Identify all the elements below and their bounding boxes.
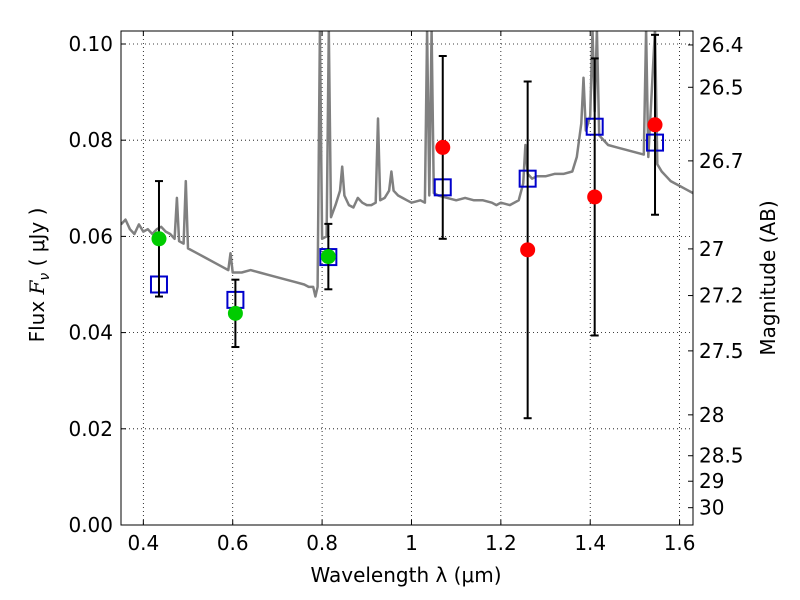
mag-tick-label: 29: [699, 469, 724, 493]
x-axis-label: Wavelength λ (μm): [310, 563, 501, 587]
x-tick-label: 1: [405, 531, 418, 555]
mag-tick-label: 26.4: [699, 33, 744, 57]
observed-flux-point: [587, 189, 603, 205]
x-tick-label: 0.6: [217, 531, 249, 555]
x-tick-label: 0.4: [127, 531, 159, 555]
y2-axis-label: Magnitude (AB): [756, 200, 780, 355]
x-tick-label: 1.2: [485, 531, 517, 555]
mag-tick-label: 30: [699, 496, 724, 520]
y-tick-label: 0.02: [68, 417, 113, 441]
mag-tick-label: 26.7: [699, 149, 744, 173]
mag-tick-label: 26.5: [699, 75, 744, 99]
plot-area: [121, 31, 693, 420]
mag-tick-label: 28: [699, 403, 724, 427]
y-tick-label: 0.04: [68, 321, 113, 345]
observed-flux-point: [520, 242, 536, 258]
plot-frame: [120, 30, 694, 526]
y-tick-label: 0.10: [68, 32, 113, 56]
y-tick-label: 0.06: [68, 224, 113, 248]
observed-flux-point: [320, 249, 336, 265]
mag-tick-label: 27.2: [699, 284, 744, 308]
x-tick-label: 1.4: [574, 531, 606, 555]
mag-tick-label: 27.5: [699, 339, 744, 363]
axis-ticks: 0.4 0.6 0.8 1 1.2 1.4 1.6 0.00 0.02 0.04 0.06 0.08 0…: [68, 31, 744, 555]
observed-flux-point: [647, 117, 663, 133]
observed-flux-point: [435, 139, 451, 155]
observed-flux-point: [151, 231, 167, 247]
y-axis-label: Flux Fν ( μJy ): [25, 208, 53, 343]
x-tick-label: 1.6: [664, 531, 696, 555]
x-tick-label: 0.8: [306, 531, 338, 555]
observed-flux-point: [227, 305, 243, 321]
y-tick-label: 0.00: [68, 513, 113, 537]
mag-tick-label: 28.5: [699, 444, 744, 468]
y-tick-label: 0.08: [68, 128, 113, 152]
mag-tick-label: 27: [699, 237, 724, 261]
